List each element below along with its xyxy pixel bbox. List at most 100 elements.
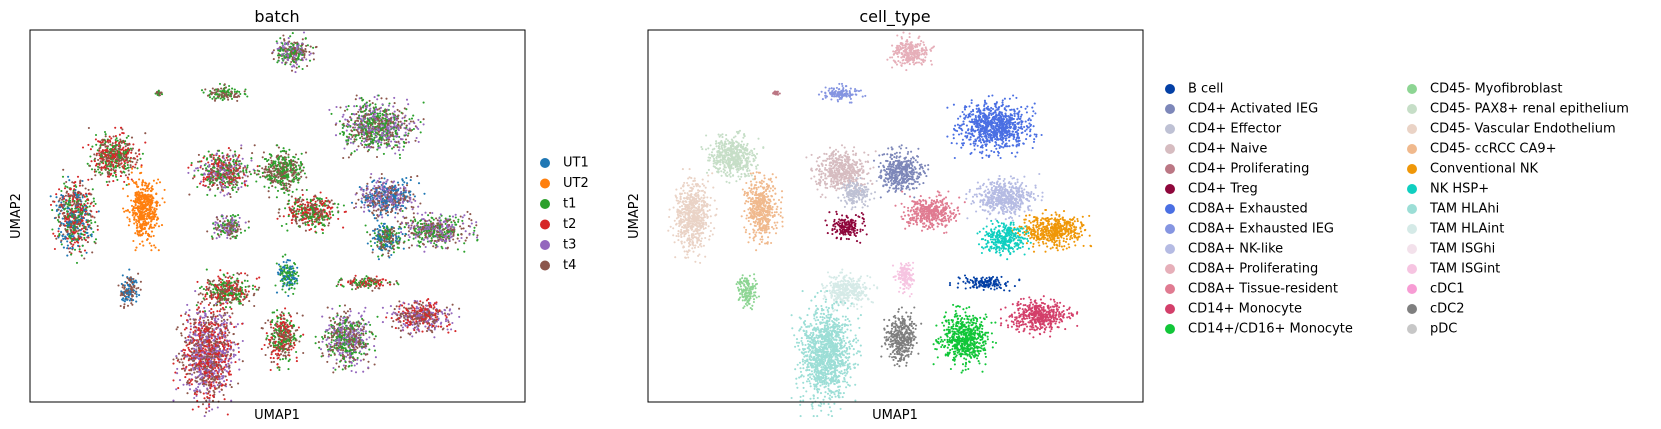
scatter-point bbox=[294, 218, 298, 221]
scatter-point bbox=[85, 193, 88, 196]
scatter-point bbox=[423, 192, 426, 195]
scatter-point bbox=[94, 138, 97, 141]
scatter-point bbox=[228, 184, 231, 187]
scatter-point bbox=[217, 149, 221, 152]
scatter-point bbox=[76, 226, 79, 229]
scatter-point bbox=[101, 141, 104, 144]
scatter-point bbox=[202, 91, 205, 94]
scatter-point bbox=[113, 171, 116, 174]
scatter-point bbox=[393, 188, 396, 191]
scatter-point bbox=[63, 197, 66, 200]
scatter-point bbox=[358, 124, 361, 127]
scatter-point bbox=[364, 199, 367, 202]
scatter-point bbox=[127, 134, 130, 138]
scatter-point bbox=[413, 122, 416, 125]
scatter-point bbox=[397, 124, 400, 127]
scatter-point bbox=[58, 204, 61, 207]
scatter-point bbox=[222, 186, 225, 189]
scatter-point bbox=[76, 232, 79, 235]
scatter-point bbox=[361, 193, 365, 196]
scatter-point bbox=[365, 144, 368, 147]
scatter-point bbox=[475, 221, 478, 224]
scatter-point bbox=[404, 114, 407, 117]
scatter-point bbox=[100, 143, 103, 146]
cluster bbox=[81, 126, 147, 187]
scatter-point bbox=[396, 181, 400, 184]
scatter-point bbox=[413, 195, 416, 198]
scatter-point bbox=[468, 217, 471, 220]
scatter-point bbox=[93, 160, 96, 163]
scatter-point bbox=[401, 183, 404, 186]
scatter-point bbox=[73, 201, 76, 205]
scatter-point bbox=[205, 167, 208, 170]
scatter-point bbox=[441, 232, 444, 235]
scatter-point bbox=[352, 122, 355, 126]
scatter-point bbox=[269, 153, 273, 156]
scatter-point bbox=[214, 178, 217, 181]
scatter-point bbox=[446, 220, 449, 223]
scatter-point bbox=[422, 101, 425, 104]
scatter-point bbox=[220, 188, 223, 191]
scatter-point bbox=[69, 237, 72, 240]
scatter-point bbox=[104, 162, 108, 165]
scatter-point bbox=[441, 236, 444, 239]
scatter-point bbox=[138, 221, 141, 224]
scatter-point bbox=[363, 117, 366, 120]
scatter-point bbox=[381, 205, 384, 208]
scatter-point bbox=[287, 183, 291, 186]
scatter-point bbox=[81, 244, 84, 247]
scatter-point bbox=[292, 180, 295, 183]
scatter-point bbox=[277, 175, 280, 179]
scatter-point bbox=[296, 201, 299, 204]
scatter-point bbox=[382, 197, 385, 200]
scatter-point bbox=[306, 44, 309, 47]
scatter-point bbox=[221, 152, 224, 155]
scatter-point bbox=[322, 223, 325, 226]
scatter-point bbox=[288, 161, 291, 164]
scatter-point bbox=[290, 42, 293, 45]
scatter-point bbox=[139, 188, 142, 191]
scatter-point bbox=[114, 173, 117, 176]
scatter-point bbox=[358, 122, 361, 125]
scatter-point bbox=[325, 196, 328, 200]
scatter-point bbox=[417, 118, 420, 121]
scatter-point bbox=[119, 159, 123, 162]
scatter-point bbox=[385, 204, 388, 207]
scatter-point bbox=[210, 93, 213, 96]
scatter-point bbox=[389, 201, 392, 204]
scatter-point bbox=[376, 148, 379, 151]
scatter-point bbox=[395, 119, 398, 122]
scatter-point bbox=[154, 201, 157, 204]
scatter-point bbox=[80, 254, 83, 257]
scatter-point bbox=[311, 223, 314, 226]
scatter-point bbox=[404, 206, 407, 209]
scatter-point bbox=[234, 92, 237, 95]
scatter-point bbox=[220, 87, 223, 90]
scatter-point bbox=[285, 222, 288, 226]
scatter-point bbox=[309, 198, 312, 201]
scatter-point bbox=[228, 176, 231, 180]
scatter-point bbox=[424, 234, 427, 237]
scatter-point bbox=[287, 37, 290, 40]
scatter-point bbox=[397, 129, 400, 132]
scatter-point bbox=[255, 180, 258, 183]
scatter-point bbox=[392, 146, 395, 149]
scatter-point bbox=[55, 196, 58, 199]
scatter-point bbox=[205, 158, 208, 161]
scatter-point bbox=[301, 67, 304, 71]
scatter-point bbox=[423, 228, 427, 231]
scatter-point bbox=[383, 194, 387, 197]
scatter-point bbox=[104, 149, 107, 152]
scatter-point bbox=[211, 174, 214, 177]
scatter-point bbox=[86, 162, 89, 165]
scatter-point bbox=[130, 171, 133, 174]
scatter-point bbox=[320, 198, 323, 201]
scatter-point bbox=[443, 240, 446, 243]
scatter-point bbox=[223, 83, 226, 86]
scatter-point bbox=[95, 154, 98, 157]
scatter-point bbox=[293, 169, 296, 172]
scatter-point bbox=[290, 195, 293, 198]
scatter-point bbox=[285, 150, 288, 153]
scatter-point bbox=[251, 152, 254, 155]
scatter-point bbox=[210, 171, 213, 174]
